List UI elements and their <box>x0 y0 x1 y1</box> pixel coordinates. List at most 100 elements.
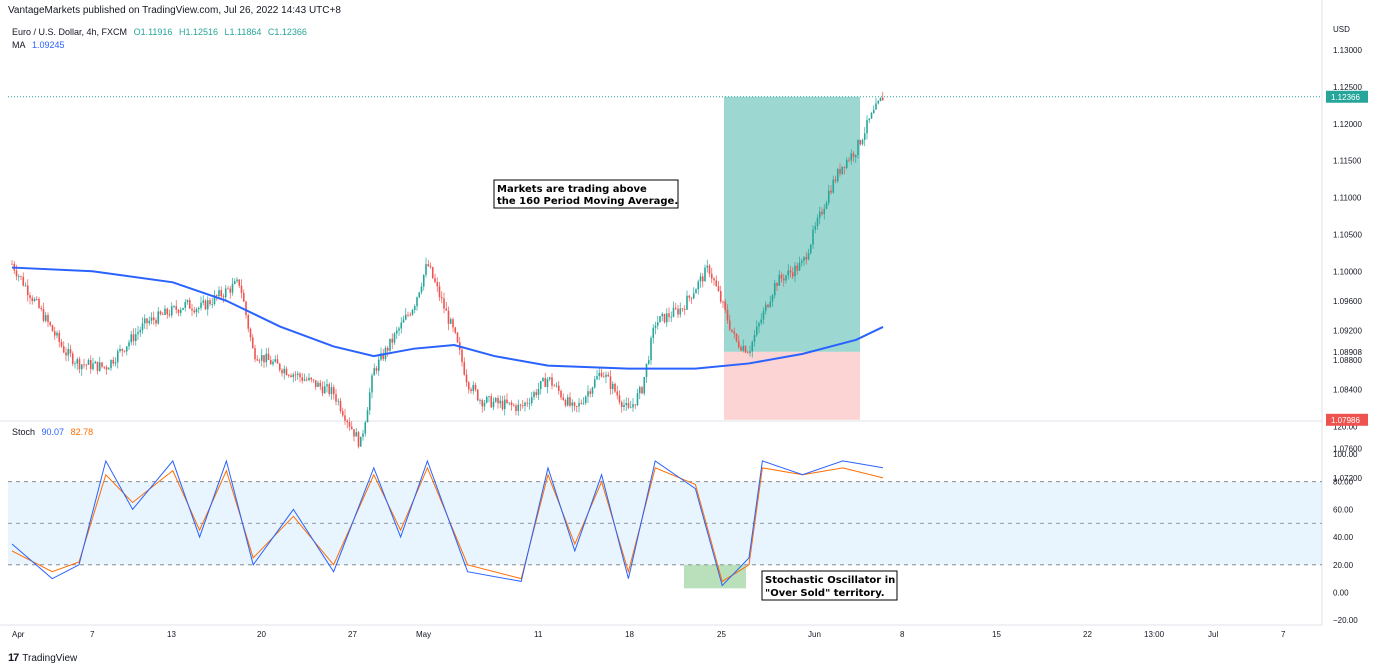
candle-body <box>362 433 364 437</box>
last-price-tag: 1.12366 <box>1331 93 1360 102</box>
candle-body <box>148 320 151 324</box>
price-tick-label: 1.11000 <box>1333 194 1362 203</box>
candle-body <box>852 153 855 158</box>
candle-body <box>701 276 704 282</box>
candle-body <box>881 97 884 101</box>
time-tick-label: Jul <box>1208 630 1218 639</box>
candle-body <box>411 309 414 315</box>
candle-body <box>105 367 108 370</box>
candle-body <box>89 360 92 370</box>
candle-body <box>445 308 448 311</box>
candle-body <box>182 307 184 310</box>
oversold-highlight <box>684 564 746 589</box>
candle-body <box>868 118 871 121</box>
candle-body <box>483 402 486 407</box>
time-tick-label: 13 <box>167 630 176 639</box>
candle-body <box>764 304 767 312</box>
candle-body <box>839 169 841 174</box>
candle-body <box>76 359 79 364</box>
time-tick-label: 22 <box>1083 630 1092 639</box>
candle-body <box>492 401 495 408</box>
candle-body <box>380 353 382 360</box>
footer-brand: TradingView <box>22 652 78 664</box>
candle-body <box>596 376 598 380</box>
candle-body <box>238 279 241 286</box>
candle-body <box>339 400 342 412</box>
candle-body <box>845 159 848 168</box>
stoch-tick-label: 40.00 <box>1333 533 1354 542</box>
candle-body <box>834 179 837 182</box>
candle-body <box>436 282 439 287</box>
candle-body <box>530 397 533 404</box>
candle-body <box>62 346 65 353</box>
symbol-label: Euro / U.S. Dollar, 4h, FXCM <box>12 27 128 37</box>
price-tick-label: 1.08400 <box>1333 385 1362 394</box>
entry-price-label: 1.08908 <box>1333 348 1362 357</box>
candle-body <box>476 389 479 401</box>
candle-body <box>281 369 283 374</box>
candle-body <box>258 360 261 362</box>
candle-body <box>292 374 295 377</box>
candle-body <box>814 226 817 230</box>
candle-body <box>690 297 693 299</box>
candle-body <box>780 274 783 279</box>
candle-body <box>44 315 47 321</box>
candle-body <box>159 311 162 315</box>
candle-body <box>269 359 272 365</box>
candle-body <box>157 311 160 324</box>
candle-body <box>472 384 475 392</box>
candle-body <box>467 382 470 390</box>
candle-body <box>686 295 688 310</box>
candle-body <box>141 323 144 331</box>
candle-body <box>341 411 344 416</box>
candle-body <box>463 362 466 375</box>
time-tick-label: 11 <box>534 630 543 639</box>
candle-body <box>816 217 819 227</box>
candle-body <box>776 283 778 286</box>
candle-body <box>407 314 409 316</box>
candle-body <box>173 306 175 307</box>
candle-body <box>112 359 115 364</box>
candle-body <box>247 315 250 329</box>
candle-body <box>294 374 297 376</box>
time-tick-label: 13:00 <box>1144 630 1165 639</box>
price-tick-label: 1.07600 <box>1333 444 1362 453</box>
candle-body <box>29 295 31 299</box>
candle-body <box>674 307 677 309</box>
candle-body <box>733 331 736 334</box>
candle-body <box>447 310 450 324</box>
candle-body <box>386 347 389 351</box>
candle-body <box>395 330 398 334</box>
candle-body <box>391 338 394 343</box>
candle-body <box>103 366 106 368</box>
candle-body <box>715 280 718 287</box>
candle-body <box>771 295 774 302</box>
candle-body <box>794 265 796 277</box>
price-tick-label: 1.07200 <box>1333 474 1362 483</box>
candle-body <box>789 270 792 273</box>
candle-body <box>375 368 378 371</box>
candle-body <box>481 400 484 407</box>
candle-body <box>33 298 36 301</box>
candle-body <box>713 278 715 281</box>
candle-body <box>542 378 544 382</box>
candle-body <box>659 316 661 323</box>
candle-body <box>60 341 63 347</box>
candle-body <box>753 335 756 342</box>
candle-body <box>877 101 880 104</box>
candle-body <box>830 190 832 193</box>
candle-body <box>348 422 351 427</box>
time-tick-label: 27 <box>348 630 357 639</box>
candle-body <box>168 314 171 316</box>
candle-body <box>321 386 324 394</box>
candle-body <box>256 359 259 361</box>
candle-body <box>809 244 812 254</box>
candle-body <box>454 327 457 333</box>
high-value: H1.12516 <box>178 27 218 37</box>
candle-body <box>254 348 256 360</box>
candle-body <box>267 353 270 360</box>
candle-body <box>683 308 686 310</box>
candle-body <box>602 376 605 378</box>
candle-body <box>488 396 490 398</box>
candle-body <box>132 334 135 342</box>
